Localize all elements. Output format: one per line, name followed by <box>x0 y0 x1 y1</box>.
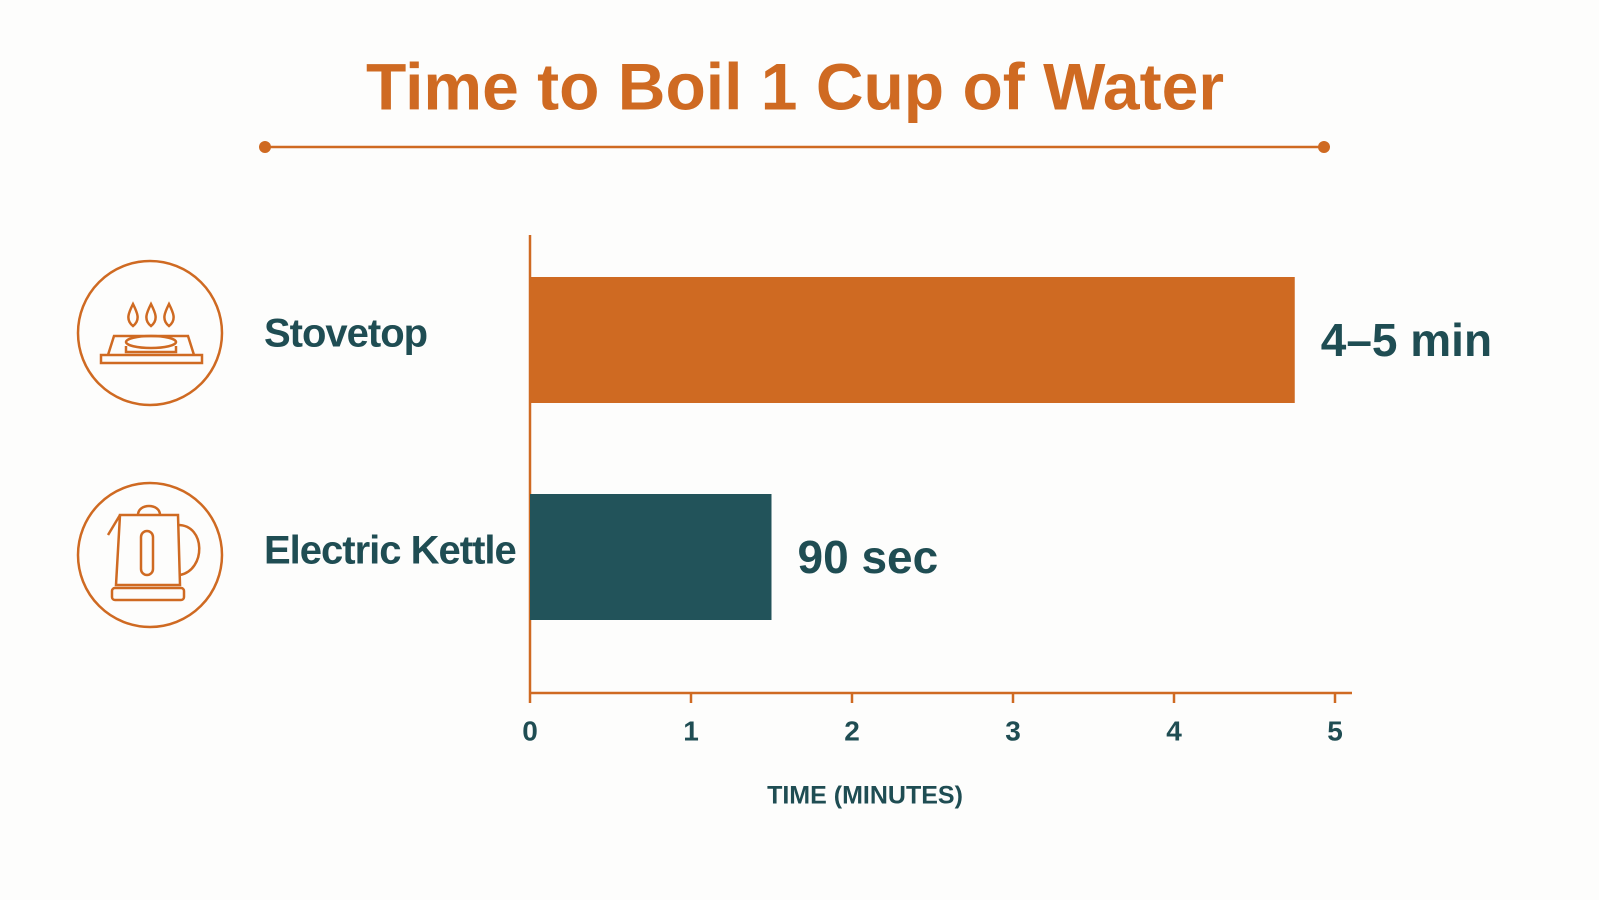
x-tick-label: 4 <box>1166 715 1182 746</box>
bar <box>530 277 1295 403</box>
category-label: Stovetop <box>264 312 427 356</box>
x-tick-label: 0 <box>522 715 538 746</box>
kettle-icon <box>76 481 224 629</box>
x-axis-title: TIME (MINUTES) <box>767 782 963 810</box>
x-tick-label: 1 <box>683 715 699 746</box>
value-label: 90 sec <box>798 531 939 583</box>
bar <box>530 494 772 620</box>
chart-title: Time to Boil 1 Cup of Water <box>366 49 1224 123</box>
stove-icon <box>76 259 224 407</box>
x-tick-label: 2 <box>844 715 860 746</box>
value-label: 4–5 min <box>1321 314 1492 366</box>
title-rule <box>259 141 1330 153</box>
x-tick-label: 3 <box>1005 715 1021 746</box>
x-tick-label: 5 <box>1327 715 1343 746</box>
category-label: Electric Kettle <box>264 529 516 573</box>
